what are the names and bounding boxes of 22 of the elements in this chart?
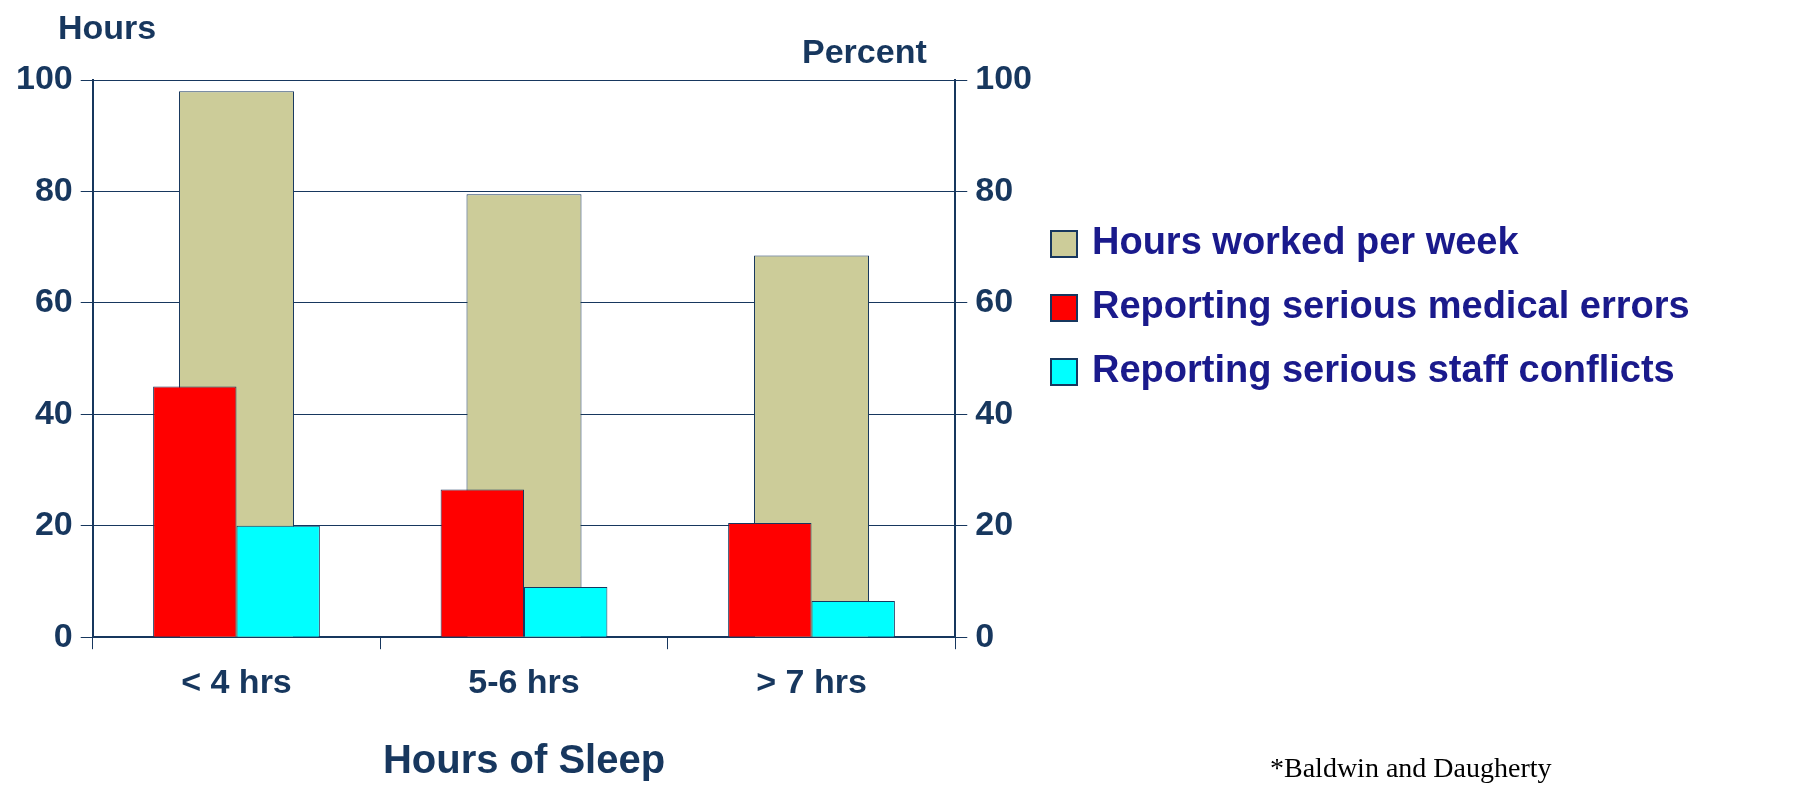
y-tick-label: 40 [34, 392, 73, 431]
y2-tick-label: 60 [975, 281, 1014, 320]
y2-tick-label: 40 [975, 392, 1014, 431]
y-tick-label: 100 [15, 58, 73, 97]
y-tick-label: 0 [53, 615, 73, 654]
legend-label: Reporting serious medical errors [1092, 284, 1690, 326]
y2-tick-label: 0 [975, 615, 995, 654]
y2-tick-label: 80 [975, 169, 1014, 208]
y2-axis-title: Percent [802, 32, 927, 71]
x-tick-label: > 7 hrs [756, 661, 867, 700]
x-axis-title: Hours of Sleep [382, 737, 666, 782]
x-tick-label: 5-6 hrs [468, 661, 580, 700]
y-axis-title: Hours [58, 8, 157, 47]
y-tick-label: 60 [34, 281, 73, 320]
y2-tick-label: 100 [975, 58, 1033, 97]
x-tick-label: < 4 hrs [181, 661, 292, 700]
text: *Baldwin and Daugherty [1270, 752, 1552, 784]
legend-label: Reporting serious staff conflicts [1092, 348, 1675, 390]
y-tick-label: 80 [34, 169, 73, 208]
y2-tick-label: 20 [975, 504, 1014, 543]
legend-label: Hours worked per week [1092, 220, 1519, 262]
y-tick-label: 20 [34, 504, 73, 543]
